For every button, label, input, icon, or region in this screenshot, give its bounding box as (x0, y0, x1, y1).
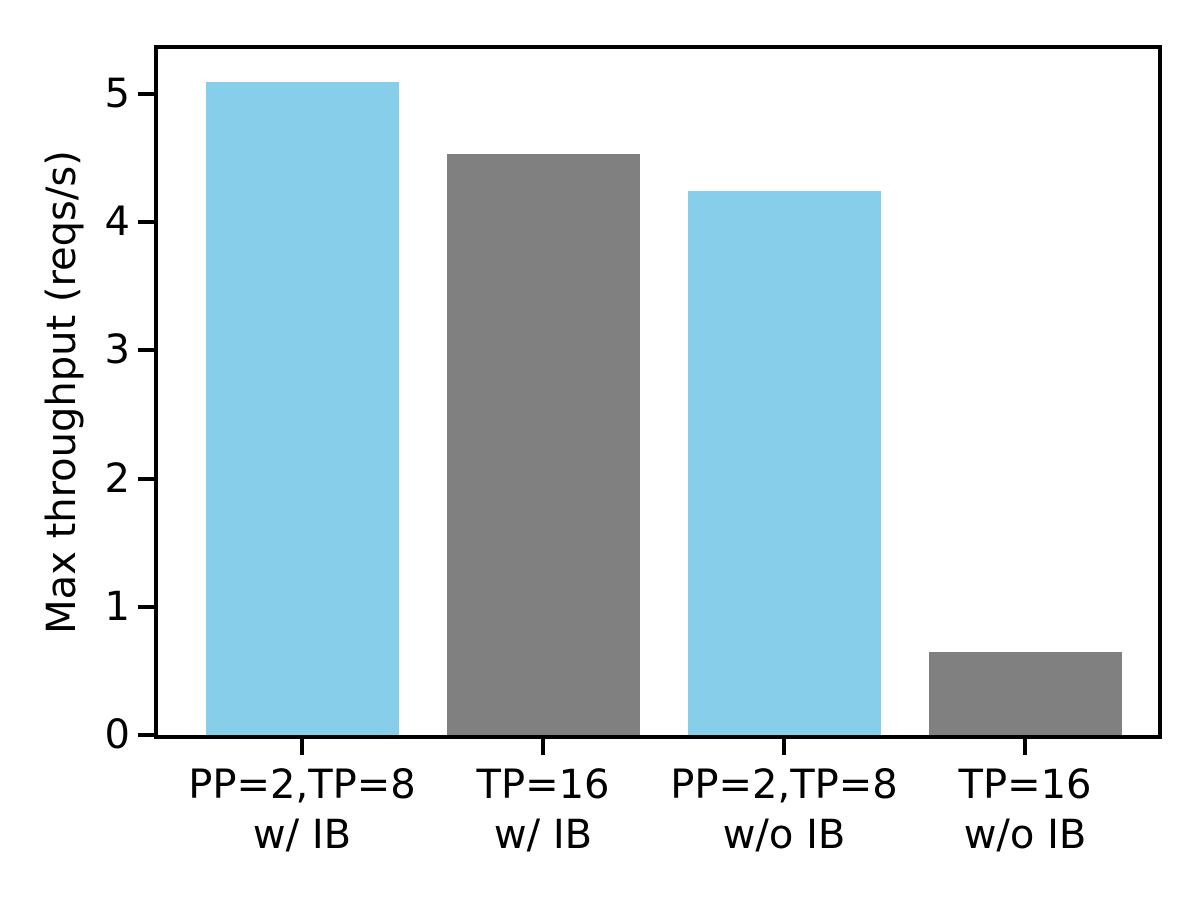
y-tick-mark (138, 348, 154, 353)
x-tick-label: TP=16 w/ IB (476, 762, 610, 858)
x-tick-mark (541, 739, 545, 755)
x-tick-mark (782, 739, 786, 755)
y-tick-mark (138, 220, 154, 225)
bar-1 (446, 154, 640, 735)
y-tick-mark (138, 604, 154, 609)
y-tick-label: 1 (104, 583, 130, 630)
y-tick-mark (138, 733, 154, 737)
y-tick-label: 4 (104, 199, 130, 246)
bar-0 (205, 82, 399, 735)
y-tick-label: 2 (104, 455, 130, 502)
y-tick-mark (138, 476, 154, 481)
y-tick-label: 3 (104, 327, 130, 374)
x-tick-label: PP=2,TP=8 w/ IB (188, 762, 416, 858)
x-tick-mark (300, 739, 304, 755)
y-tick-label: 0 (104, 712, 130, 758)
y-tick-label: 5 (104, 70, 130, 117)
bar-3 (928, 652, 1122, 735)
x-tick-label: PP=2,TP=8 w/o IB (670, 762, 898, 858)
plot-area (154, 45, 1162, 739)
bar-2 (687, 191, 881, 735)
y-tick-mark (138, 91, 154, 96)
x-tick-mark (1023, 739, 1027, 755)
x-tick-label: TP=16 w/o IB (958, 762, 1092, 858)
